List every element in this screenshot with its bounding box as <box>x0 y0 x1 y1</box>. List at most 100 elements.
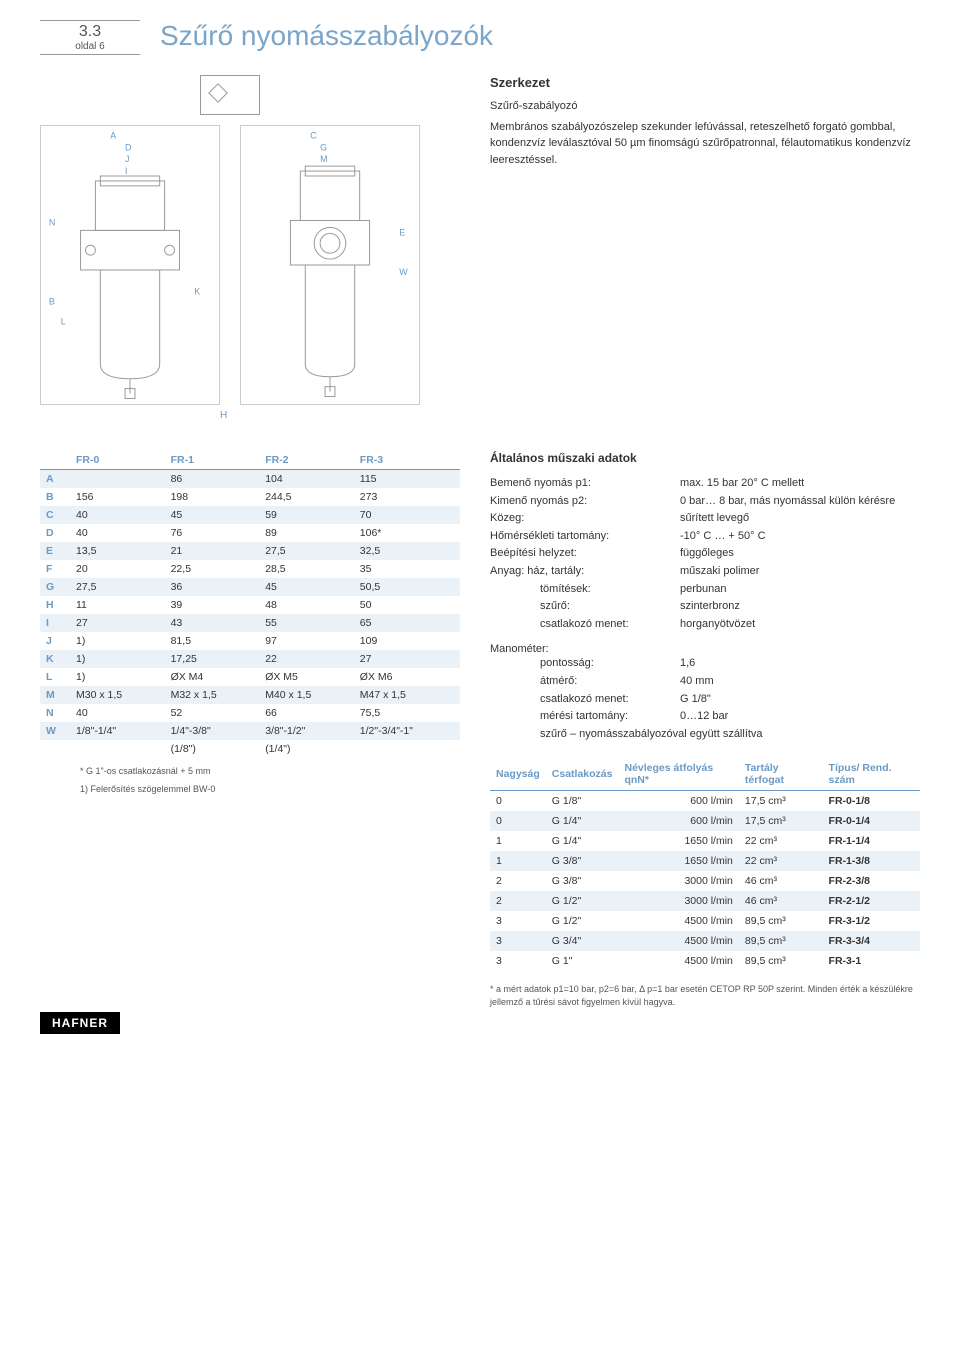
order-cell: 3 <box>490 931 546 951</box>
spec-value: perbunan <box>680 581 920 599</box>
mano-spec-label: pontosság: <box>490 655 680 673</box>
svg-text:B: B <box>49 297 55 307</box>
dim-cell: 11 <box>70 596 165 614</box>
dim-row-label: K <box>40 650 70 668</box>
dim-row-label: H <box>40 596 70 614</box>
dim-cell <box>70 740 165 758</box>
mano-spec-value: 0…12 bar <box>680 708 920 726</box>
dim-cell: 36 <box>165 578 260 596</box>
table-row: MM30 x 1,5M32 x 1,5M40 x 1,5M47 x 1,5 <box>40 686 460 704</box>
dim-cell: 106* <box>354 524 460 542</box>
order-cell: G 3/8" <box>546 871 619 891</box>
dim-row-label: G <box>40 578 70 596</box>
spec-value: szinterbronz <box>680 598 920 616</box>
table-row: 0G 1/4"600 l/min17,5 cm³FR-0-1/4 <box>490 811 920 831</box>
spec-value: max. 15 bar 20° C mellett <box>680 475 920 493</box>
dim-cell: 45 <box>165 506 260 524</box>
table-row: L1)ØX M4ØX M5ØX M6 <box>40 668 460 686</box>
dim-row-label: N <box>40 704 70 722</box>
dim-cell: 45 <box>259 578 354 596</box>
dim-cell: 109 <box>354 632 460 650</box>
dim-cell: 40 <box>70 704 165 722</box>
dim-row-label: M <box>40 686 70 704</box>
dim-cell: 273 <box>354 488 460 506</box>
dim-row-label: W <box>40 722 70 740</box>
header: 3.3 oldal 6 Szűrő nyomásszabályozók <box>40 20 920 55</box>
structure-subtitle: Szűrő-szabályozó <box>490 98 920 115</box>
dim-cell: 22,5 <box>165 560 260 578</box>
spec-line: tömítések:perbunan <box>490 581 920 599</box>
table-row: G27,5364550,5 <box>40 578 460 596</box>
dim-row-label: F <box>40 560 70 578</box>
dim-cell: 52 <box>165 704 260 722</box>
svg-text:N: N <box>49 217 55 227</box>
table-row: 3G 1"4500 l/min89,5 cm³FR-3-1 <box>490 951 920 971</box>
order-cell: G 1/4" <box>546 831 619 851</box>
order-cell: 17,5 cm³ <box>739 791 823 812</box>
table-row: W1/8"-1/4"1/4"-3/8"3/8"-1/2"1/2"-3/4"-1" <box>40 722 460 740</box>
order-cell: G 1/4" <box>546 811 619 831</box>
spec-value: műszaki polimer <box>680 563 920 581</box>
mano-spec-value: 40 mm <box>680 673 920 691</box>
table-row: B156198244,5273 <box>40 488 460 506</box>
spec-line: Beépítési helyzet:függőleges <box>490 545 920 563</box>
spec-label: Hőmérsékleti tartomány: <box>490 528 680 546</box>
dim-cell: 55 <box>259 614 354 632</box>
dim-col-header: FR-2 <box>259 451 354 470</box>
dim-cell: 27,5 <box>70 578 165 596</box>
mano-spec-line: csatlakozó menet:G 1/8" <box>490 691 920 709</box>
dim-cell: 21 <box>165 542 260 560</box>
dimension-table: FR-0FR-1FR-2FR-3 A86104115B156198244,527… <box>40 451 460 758</box>
drawing-right-svg: C G M E W <box>241 126 419 404</box>
spec-label: Bemenő nyomás p1: <box>490 475 680 493</box>
disclaimer: * a mért adatok p1=10 bar, p2=6 bar, Δ p… <box>490 983 920 1008</box>
mano-spec-label: csatlakozó menet: <box>490 691 680 709</box>
order-cell: 600 l/min <box>618 811 738 831</box>
technical-drawings: A D J I N B L K <box>40 125 460 405</box>
dim-cell <box>354 740 460 758</box>
spec-label: Közeg: <box>490 510 680 528</box>
order-col-header: Tartály térfogat <box>739 758 823 791</box>
dim-cell: 48 <box>259 596 354 614</box>
order-cell: 89,5 cm³ <box>739 931 823 951</box>
dim-cell: 89 <box>259 524 354 542</box>
spec-line: szűrő:szinterbronz <box>490 598 920 616</box>
dim-cell: 43 <box>165 614 260 632</box>
dim-cell: 3/8"-1/2" <box>259 722 354 740</box>
order-col-header: Típus/ Rend. szám <box>823 758 920 791</box>
order-col-header: Névleges átfolyás qnN* <box>618 758 738 791</box>
dim-cell: 27 <box>354 650 460 668</box>
mano-spec-value: G 1/8" <box>680 691 920 709</box>
order-cell: G 1/2" <box>546 911 619 931</box>
table-row: J1)81,597109 <box>40 632 460 650</box>
order-cell: FR-0-1/4 <box>823 811 920 831</box>
mid-section: FR-0FR-1FR-2FR-3 A86104115B156198244,527… <box>40 451 920 1009</box>
table-row: H11394850 <box>40 596 460 614</box>
order-table: NagyságCsatlakozásNévleges átfolyás qnN*… <box>490 758 920 971</box>
structure-body: Membrános szabályozószelep szekunder lef… <box>490 119 920 169</box>
spec-line: Kimenő nyomás p2:0 bar… 8 bar, más nyomá… <box>490 493 920 511</box>
brand-logo: HAFNER <box>40 1012 120 1034</box>
svg-text:I: I <box>125 166 127 176</box>
dim-cell: 81,5 <box>165 632 260 650</box>
table-row: D407689106* <box>40 524 460 542</box>
dim-cell: 27 <box>70 614 165 632</box>
dim-cell: 97 <box>259 632 354 650</box>
table-row: 1G 3/8"1650 l/min22 cm³FR-1-3/8 <box>490 851 920 871</box>
dim-cell: 17,25 <box>165 650 260 668</box>
dim-cell: 198 <box>165 488 260 506</box>
manometer-lines: pontosság:1,6átmérő:40 mmcsatlakozó mene… <box>490 655 920 725</box>
table-row: E13,52127,532,5 <box>40 542 460 560</box>
dim-footnote: 1) Felerősítés szögelemmel BW-0 <box>40 784 460 794</box>
order-cell: G 1/8" <box>546 791 619 812</box>
order-cell: 17,5 cm³ <box>739 811 823 831</box>
dim-cell: 244,5 <box>259 488 354 506</box>
structure-column: Szerkezet Szűrő-szabályozó Membrános sza… <box>490 75 920 421</box>
order-cell: 46 cm³ <box>739 871 823 891</box>
page: 3.3 oldal 6 Szűrő nyomásszabályozók A D … <box>0 0 960 1049</box>
table-row: K1)17,252227 <box>40 650 460 668</box>
dim-cell: ØX M6 <box>354 668 460 686</box>
order-cell: G 1/2" <box>546 891 619 911</box>
dim-cell: 76 <box>165 524 260 542</box>
table-row: 3G 1/2"4500 l/min89,5 cm³FR-3-1/2 <box>490 911 920 931</box>
